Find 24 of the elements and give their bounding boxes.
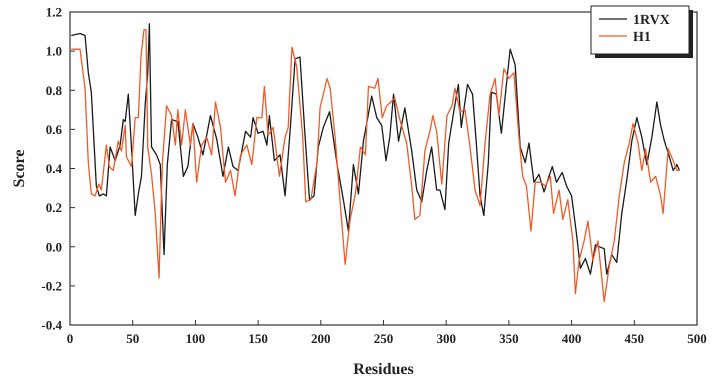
x-tick-label: 0 (66, 331, 74, 346)
y-tick-label: 0.4 (46, 161, 62, 176)
x-tick-label: 150 (248, 331, 268, 346)
x-tick-label: 450 (624, 331, 644, 346)
legend-label: H1 (633, 30, 651, 45)
y-tick-label: 0.8 (46, 82, 62, 98)
x-axis-title: Residues (353, 361, 414, 378)
x-tick-label: 200 (311, 331, 331, 346)
y-tick-label: 1.0 (46, 44, 62, 59)
y-tick-label: 0.2 (46, 200, 62, 216)
y-axis-title: Score (11, 150, 28, 188)
y-tick-label: -0.4 (41, 318, 62, 332)
x-tick-label: 300 (436, 331, 456, 346)
x-tick-label: 50 (126, 331, 140, 346)
x-tick-label: 500 (687, 331, 707, 346)
x-tick-label: 350 (499, 331, 519, 346)
y-tick-label: -0.2 (41, 278, 62, 294)
x-tick-label: 250 (374, 331, 394, 346)
x-tick-label: 400 (562, 331, 582, 346)
y-tick-label: 1.2 (46, 4, 62, 20)
legend-label: 1RVX (633, 13, 670, 28)
y-tick-label: 0.6 (46, 122, 62, 137)
y-tick-label: 0.0 (46, 239, 62, 254)
x-tick-label: 100 (186, 331, 206, 346)
